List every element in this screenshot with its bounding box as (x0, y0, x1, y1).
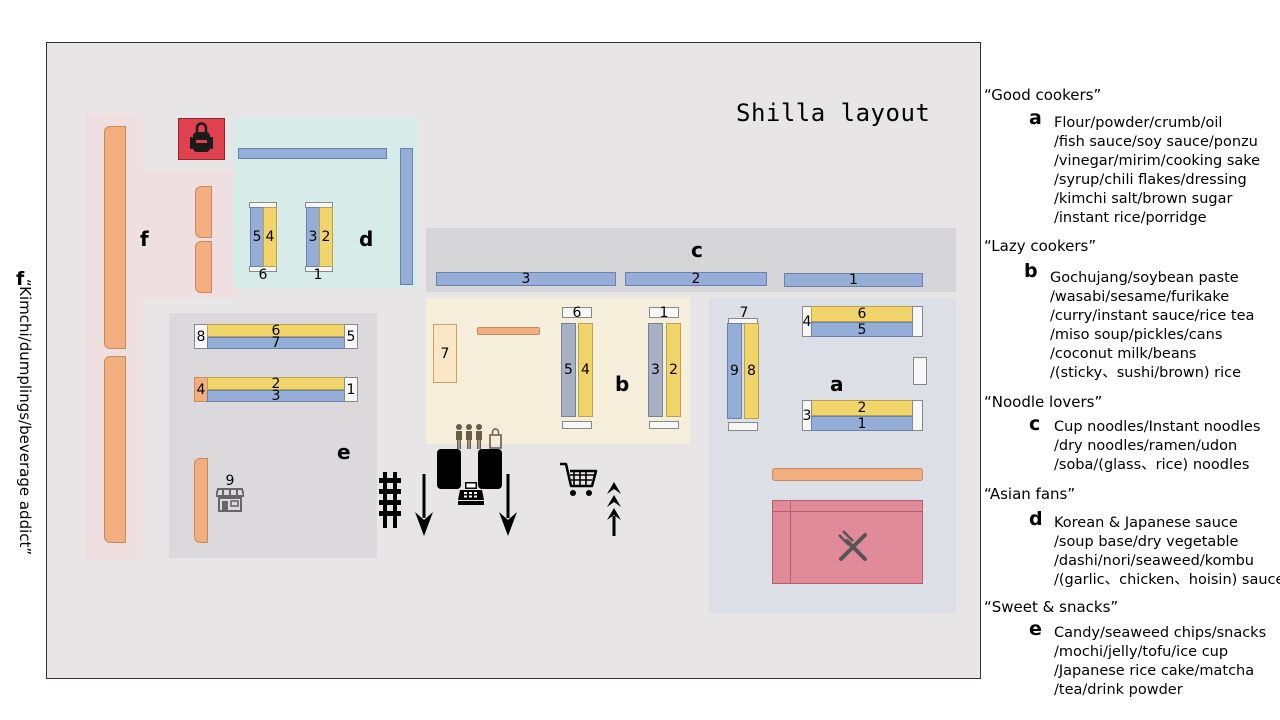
entry-arrows-icon (607, 482, 621, 536)
shelf-b-7: 7 (433, 324, 457, 383)
side-zone-f-label: f (16, 268, 25, 290)
shelf-c-3: 3 (436, 272, 616, 286)
legend-text: Flour/powder/crumb/oil/fish sauce/soy sa… (1054, 115, 1261, 226)
zone-c-label: c (691, 238, 703, 262)
shelf-e-4: 4 (194, 377, 208, 402)
shelf-a-7: 7 (739, 305, 749, 321)
checkout-counter-left (437, 449, 461, 489)
shelf-d-2: 2 (319, 207, 333, 267)
legend-letter: b (1024, 260, 1038, 282)
shelf-a-1: 1 (811, 416, 913, 431)
legend-text: Korean & Japanese sauce/soup base/dry ve… (1054, 515, 1280, 588)
shelf-d-1: 1 (313, 267, 323, 283)
lockers-icon (190, 122, 213, 152)
shop-stall-icon (216, 488, 244, 512)
shelf-d-3: 3 (306, 207, 320, 267)
restaurant-area (772, 500, 923, 584)
shelf-a-cap (728, 422, 758, 431)
shelf-b-cap (649, 421, 679, 429)
fridge-e (194, 458, 208, 543)
zone-e-label: e (337, 440, 351, 464)
shelf-e-8: 8 (194, 324, 208, 349)
shelf-c-1: 1 (784, 273, 923, 287)
exit-arrow-icon (499, 474, 517, 536)
shelf-d-top (238, 148, 387, 159)
shelf-e-2: 2 (207, 377, 345, 391)
counter-a (772, 468, 923, 481)
shelf-a-cap (912, 400, 923, 431)
page-title: Shilla layout (736, 99, 931, 127)
shelf-b-3: 3 (648, 323, 663, 417)
shelf-a-5: 5 (811, 322, 913, 337)
shelf-b-cap (562, 421, 592, 429)
shelf-d-4: 4 (263, 207, 277, 267)
legend-text: Cup noodles/Instant noodles/dry noodles/… (1054, 419, 1261, 473)
legend-heading: “Lazy cookers” (984, 237, 1097, 255)
fridge-f-small-1 (195, 186, 212, 238)
legend-letter: d (1029, 508, 1043, 530)
zone-f-label: f (140, 227, 149, 251)
fridge-f-lower (104, 356, 126, 543)
cash-register-icon (458, 482, 484, 505)
side-label: “Kimchi/dumplings/beverage addict” (16, 278, 34, 556)
shopping-cart-icon (560, 462, 598, 496)
shelf-d-6: 6 (258, 267, 268, 283)
fridge-f-upper (104, 126, 126, 349)
shelf-d-5: 5 (250, 207, 264, 267)
shelf-a-3: 3 (802, 400, 812, 431)
zone-d-label: d (359, 227, 374, 251)
shelf-a-9: 9 (727, 323, 742, 419)
shelf-b-counter (477, 327, 540, 335)
legend-heading: “Sweet & snacks” (984, 598, 1119, 616)
zone-f-area-extension (143, 170, 238, 297)
legend-letter: a (1029, 107, 1042, 129)
shelf-b-6: 6 (562, 306, 592, 320)
shelf-e-7: 7 (207, 336, 345, 350)
zone-a-label: a (830, 372, 844, 396)
exit-arrow-icon (415, 474, 433, 536)
shelf-e-5: 5 (344, 324, 358, 349)
legend-heading: “Good cookers” (984, 86, 1102, 104)
shelf-a-cap (912, 306, 923, 337)
zone-b-label: b (615, 372, 630, 396)
shelf-e-3: 3 (207, 389, 345, 403)
shelf-c-2: 2 (625, 272, 767, 286)
legend-heading: “Noodle lovers” (984, 393, 1103, 411)
shelf-e-1: 1 (344, 377, 358, 402)
legend-text: Gochujang/soybean paste/wasabi/sesame/fu… (1050, 270, 1255, 381)
shelf-b-1: 1 (649, 306, 679, 320)
people-shopping-icon (456, 424, 502, 449)
shelf-e-6: 6 (207, 324, 345, 338)
legend-text: Candy/seaweed chips/snacks/mochi/jelly/t… (1054, 625, 1267, 698)
turnstile-icon (379, 472, 401, 528)
legend: “Good cookers” a Flour/powder/crumb/oil /… (984, 88, 1280, 708)
shelf-a-2: 2 (811, 400, 913, 416)
shelf-a-end (913, 357, 927, 385)
cutlery-icon (838, 530, 867, 561)
shelf-b-5: 5 (561, 323, 576, 417)
legend-heading: “Asian fans” (984, 485, 1076, 503)
lockers (178, 118, 225, 160)
shelf-a-cap (728, 318, 758, 324)
spot-e-9: 9 (225, 473, 235, 489)
zone-b-area (426, 298, 690, 444)
fridge-f-small-2 (195, 241, 212, 293)
shelf-d-right (400, 148, 413, 285)
shelf-b-2: 2 (666, 323, 681, 417)
shelf-a-6: 6 (811, 306, 913, 322)
legend-letter: e (1029, 618, 1042, 640)
legend-letter: c (1029, 413, 1041, 435)
checkout-counter-right (478, 449, 502, 489)
shelf-a-8: 8 (744, 323, 759, 419)
shelf-b-4: 4 (578, 323, 593, 417)
